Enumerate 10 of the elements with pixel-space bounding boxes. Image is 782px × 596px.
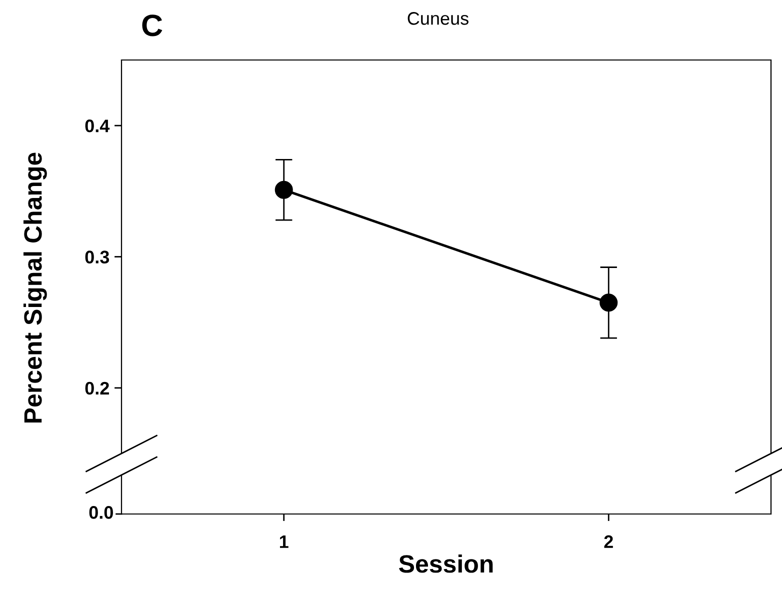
x-axis-title: Session <box>399 554 493 573</box>
text: C <box>142 14 162 36</box>
y-tick-label: 0.3 <box>85 250 110 264</box>
y-tick-label: 0.4 <box>85 120 110 132</box>
x-tick-label: 1 <box>280 535 288 548</box>
text: 0.0 <box>89 506 113 519</box>
y-axis-title: Percent Signal Change <box>23 152 47 422</box>
y-tick-label: 0.2 <box>85 382 109 395</box>
x-tick-label: 2 <box>604 535 613 548</box>
chart-title: Cuneus <box>408 12 468 25</box>
